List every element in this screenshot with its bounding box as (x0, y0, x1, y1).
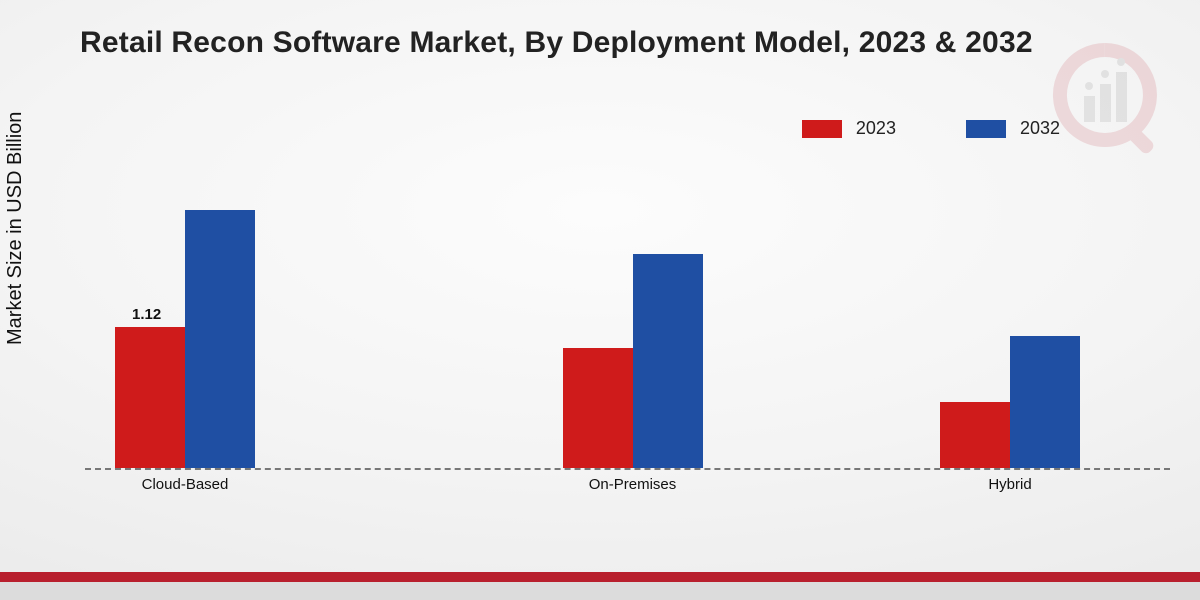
xlabel-hybrid: Hybrid (988, 476, 1031, 493)
footer-grey-bar (0, 582, 1200, 600)
legend-label-2023: 2023 (856, 118, 896, 139)
footer-red-bar (0, 572, 1200, 582)
bar-cloud-based-2032 (185, 210, 255, 468)
legend-item-2023: 2023 (802, 118, 896, 139)
bar-label-cloud-based-2023: 1.12 (132, 306, 161, 323)
bar-on-premises-2032 (633, 254, 703, 468)
legend-label-2032: 2032 (1020, 118, 1060, 139)
legend: 2023 2032 (802, 118, 1060, 139)
chart-canvas: Retail Recon Software Market, By Deploym… (0, 0, 1200, 600)
bar-cloud-based-2023 (115, 327, 185, 468)
xlabel-cloud-based: Cloud-Based (142, 476, 229, 493)
legend-item-2032: 2032 (966, 118, 1060, 139)
x-axis-baseline (85, 468, 1170, 470)
y-axis-label: Market Size in USD Billion (4, 112, 27, 345)
plot-area: 1.12 Cloud-Based On-Premises Hybrid (85, 180, 1170, 470)
watermark-logo (1050, 40, 1170, 165)
bar-hybrid-2032 (1010, 336, 1080, 468)
legend-swatch-2023 (802, 120, 842, 138)
bar-on-premises-2023 (563, 348, 633, 468)
legend-swatch-2032 (966, 120, 1006, 138)
xlabel-on-premises: On-Premises (589, 476, 677, 493)
chart-title: Retail Recon Software Market, By Deploym… (80, 26, 1033, 60)
bar-hybrid-2023 (940, 402, 1010, 468)
